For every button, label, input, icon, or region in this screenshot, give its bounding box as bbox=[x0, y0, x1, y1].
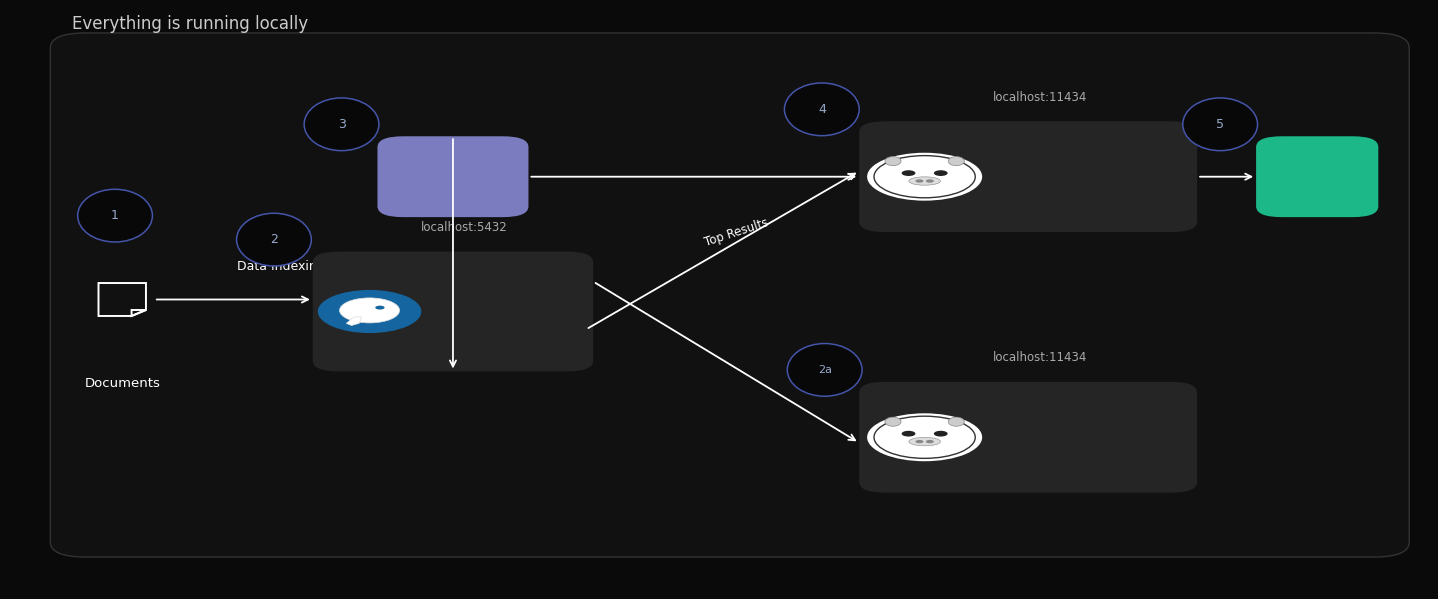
Circle shape bbox=[933, 170, 948, 176]
FancyBboxPatch shape bbox=[858, 122, 1196, 232]
Ellipse shape bbox=[909, 177, 940, 185]
Polygon shape bbox=[347, 317, 362, 325]
Circle shape bbox=[926, 440, 933, 443]
Circle shape bbox=[339, 298, 400, 323]
Text: localhost:5432: localhost:5432 bbox=[421, 221, 508, 234]
Text: 2a: 2a bbox=[818, 365, 831, 375]
Text: Top Results: Top Results bbox=[703, 216, 771, 249]
Ellipse shape bbox=[909, 437, 940, 446]
Circle shape bbox=[902, 170, 916, 176]
Circle shape bbox=[318, 290, 421, 333]
Text: 4: 4 bbox=[818, 103, 825, 116]
Circle shape bbox=[933, 431, 948, 437]
Circle shape bbox=[916, 179, 923, 183]
Text: Embedding Models: Embedding Models bbox=[991, 430, 1123, 444]
Ellipse shape bbox=[305, 98, 380, 150]
FancyBboxPatch shape bbox=[312, 252, 592, 371]
FancyBboxPatch shape bbox=[377, 137, 529, 217]
Circle shape bbox=[867, 153, 982, 201]
Text: 5: 5 bbox=[1217, 118, 1224, 131]
Text: Documents: Documents bbox=[85, 377, 160, 390]
Circle shape bbox=[874, 156, 975, 198]
Text: localhost:11434: localhost:11434 bbox=[992, 352, 1087, 364]
Text: Vector Database: Vector Database bbox=[424, 304, 539, 319]
Ellipse shape bbox=[78, 189, 152, 242]
Text: Everything is running locally: Everything is running locally bbox=[72, 15, 308, 33]
Ellipse shape bbox=[884, 417, 902, 426]
Text: 3: 3 bbox=[338, 118, 345, 131]
Ellipse shape bbox=[1182, 98, 1257, 150]
Ellipse shape bbox=[236, 213, 311, 266]
Text: Result: Result bbox=[1294, 169, 1340, 184]
Circle shape bbox=[902, 431, 916, 437]
FancyBboxPatch shape bbox=[1257, 137, 1378, 217]
Circle shape bbox=[874, 416, 975, 458]
Text: Generation Models: Generation Models bbox=[992, 170, 1122, 184]
Text: 1: 1 bbox=[111, 209, 119, 222]
Circle shape bbox=[916, 440, 923, 443]
Text: localhost:11434: localhost:11434 bbox=[992, 91, 1087, 104]
Ellipse shape bbox=[784, 83, 858, 135]
Circle shape bbox=[867, 413, 982, 461]
Text: Query: Query bbox=[430, 169, 476, 184]
Ellipse shape bbox=[787, 343, 861, 397]
Circle shape bbox=[375, 305, 384, 310]
FancyBboxPatch shape bbox=[50, 33, 1409, 557]
Circle shape bbox=[926, 179, 933, 183]
Ellipse shape bbox=[948, 417, 965, 426]
Ellipse shape bbox=[884, 156, 902, 166]
Text: Data Indexing: Data Indexing bbox=[236, 260, 325, 273]
FancyBboxPatch shape bbox=[858, 382, 1196, 492]
Ellipse shape bbox=[948, 156, 965, 166]
Text: 2: 2 bbox=[270, 233, 278, 246]
